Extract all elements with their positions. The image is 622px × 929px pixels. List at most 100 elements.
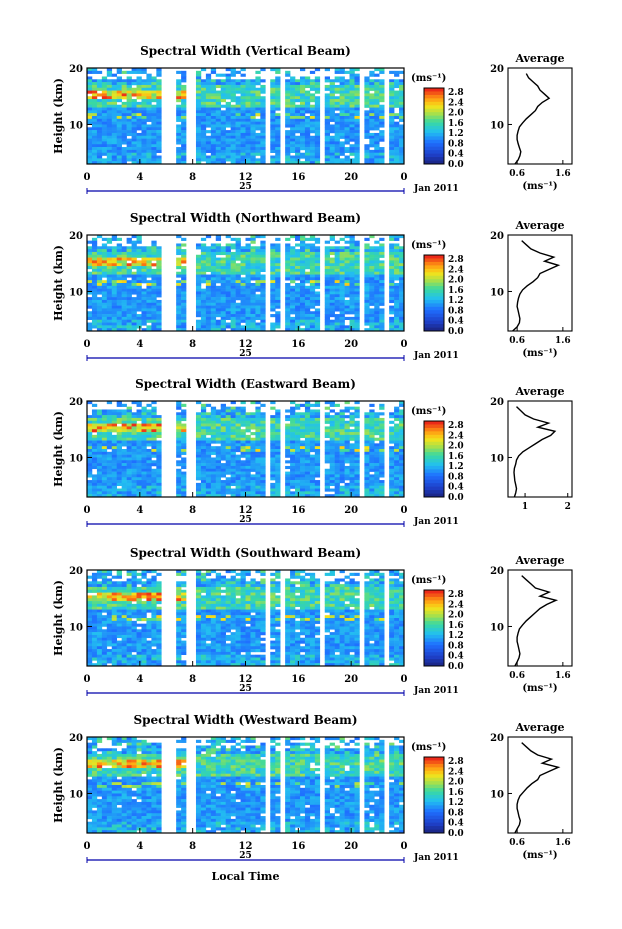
heatmap-cell bbox=[240, 280, 246, 284]
heatmap-cell bbox=[344, 124, 350, 128]
heatmap-cell bbox=[106, 471, 113, 475]
heatmap-cell bbox=[299, 82, 306, 86]
heatmap-cell bbox=[126, 426, 132, 430]
heatmap-cell bbox=[205, 426, 212, 430]
heatmap-cell bbox=[250, 246, 256, 250]
heatmap-cell bbox=[121, 113, 127, 117]
heatmap-cell bbox=[299, 446, 306, 450]
heatmap-cell bbox=[250, 316, 256, 320]
heatmap-cell bbox=[270, 465, 276, 470]
heatmap-cell bbox=[369, 149, 375, 153]
heatmap-cell bbox=[91, 477, 98, 481]
heatmap-cell bbox=[304, 488, 311, 492]
heatmap-cell bbox=[96, 311, 103, 315]
heatmap-cell bbox=[106, 446, 113, 450]
heatmap-cell bbox=[314, 440, 321, 444]
heatmap-cell bbox=[126, 158, 132, 162]
heatmap-cell bbox=[255, 101, 261, 105]
heatmap-cell bbox=[334, 268, 340, 272]
heatmap-cell bbox=[116, 96, 122, 100]
heatmap-cell bbox=[379, 426, 385, 430]
heatmap-cell bbox=[121, 70, 127, 74]
heatmap-cell bbox=[245, 243, 251, 247]
heatmap-cell bbox=[225, 73, 231, 77]
heatmap-cell bbox=[240, 412, 246, 416]
heatmap-cell bbox=[91, 443, 98, 447]
heatmap-cell bbox=[245, 485, 251, 489]
heatmap-cell bbox=[295, 121, 301, 125]
heatmap-cell bbox=[195, 325, 202, 329]
heatmap-cell bbox=[394, 299, 400, 304]
heatmap-cell bbox=[220, 465, 226, 470]
heatmap-cell bbox=[151, 429, 157, 433]
heatmap-cell bbox=[324, 257, 330, 261]
heatmap-cell bbox=[245, 135, 251, 139]
heatmap-cell bbox=[295, 463, 301, 467]
heatmap-cell bbox=[101, 141, 108, 145]
heatmap-cell bbox=[399, 260, 405, 264]
heatmap-cell bbox=[151, 149, 157, 153]
heatmap-cell bbox=[245, 101, 251, 105]
heatmap-cell bbox=[245, 268, 251, 272]
heatmap-cell bbox=[96, 263, 103, 267]
heatmap-cell bbox=[151, 417, 157, 422]
heatmap-cell bbox=[111, 426, 118, 430]
heatmap-cell bbox=[205, 141, 212, 145]
heatmap-cell bbox=[285, 99, 291, 103]
heatmap-cell bbox=[334, 299, 340, 304]
heatmap-cell bbox=[379, 302, 385, 306]
heatmap-cell bbox=[309, 485, 316, 489]
heatmap-cell bbox=[275, 432, 281, 436]
heatmap-cell bbox=[344, 254, 350, 258]
heatmap-cell bbox=[87, 274, 93, 278]
heatmap-cell bbox=[205, 325, 212, 329]
heatmap-cell bbox=[87, 482, 93, 486]
heatmap-cell bbox=[329, 432, 335, 436]
heatmap-cell bbox=[354, 158, 360, 162]
average-frame bbox=[507, 67, 573, 165]
heatmap-cell bbox=[235, 446, 241, 450]
heatmap-cell bbox=[131, 316, 137, 320]
heatmap-cell bbox=[210, 480, 217, 484]
heatmap-cell bbox=[275, 141, 281, 145]
heatmap-cell bbox=[379, 260, 385, 264]
heatmap-cell bbox=[195, 149, 202, 153]
heatmap-cell bbox=[295, 161, 301, 165]
heatmap-cell bbox=[339, 297, 345, 301]
heatmap-cell bbox=[156, 480, 162, 484]
heatmap-cell bbox=[101, 311, 108, 315]
heatmap-cell bbox=[399, 235, 405, 239]
heatmap-cell bbox=[260, 316, 266, 320]
heatmap-cell bbox=[106, 93, 113, 97]
heatmap-cell bbox=[329, 288, 335, 292]
heatmap-cell bbox=[176, 488, 182, 492]
heatmap-cell bbox=[394, 149, 400, 153]
heatmap-cell bbox=[181, 90, 187, 94]
heatmap-cell bbox=[389, 294, 395, 298]
heatmap-cell bbox=[304, 155, 311, 159]
heatmap-cell bbox=[146, 328, 152, 332]
heatmap-cell bbox=[210, 257, 217, 261]
heatmap-cell bbox=[285, 138, 291, 142]
heatmap-cell bbox=[151, 474, 157, 478]
heatmap-cell bbox=[245, 429, 251, 433]
heatmap-cell bbox=[210, 488, 217, 492]
heatmap-cell bbox=[299, 237, 306, 241]
heatmap-cell bbox=[141, 118, 147, 122]
heatmap-cell bbox=[394, 449, 400, 453]
heatmap-cell bbox=[389, 144, 395, 148]
heatmap-cell bbox=[235, 132, 241, 137]
heatmap-cell bbox=[240, 68, 246, 72]
heatmap-cell bbox=[399, 132, 405, 137]
colorbar-frame bbox=[423, 87, 445, 165]
heatmap-cell bbox=[215, 280, 222, 284]
heatmap-cell bbox=[215, 437, 222, 441]
heatmap-cell bbox=[111, 246, 118, 250]
heatmap-cell bbox=[329, 113, 335, 117]
heatmap-cell bbox=[324, 420, 330, 424]
heatmap-cell bbox=[230, 401, 236, 405]
heatmap-cell bbox=[349, 449, 355, 453]
heatmap-cell bbox=[225, 87, 231, 91]
avg-y-tick-label: 20 bbox=[490, 64, 504, 75]
heatmap-cell bbox=[374, 325, 380, 329]
